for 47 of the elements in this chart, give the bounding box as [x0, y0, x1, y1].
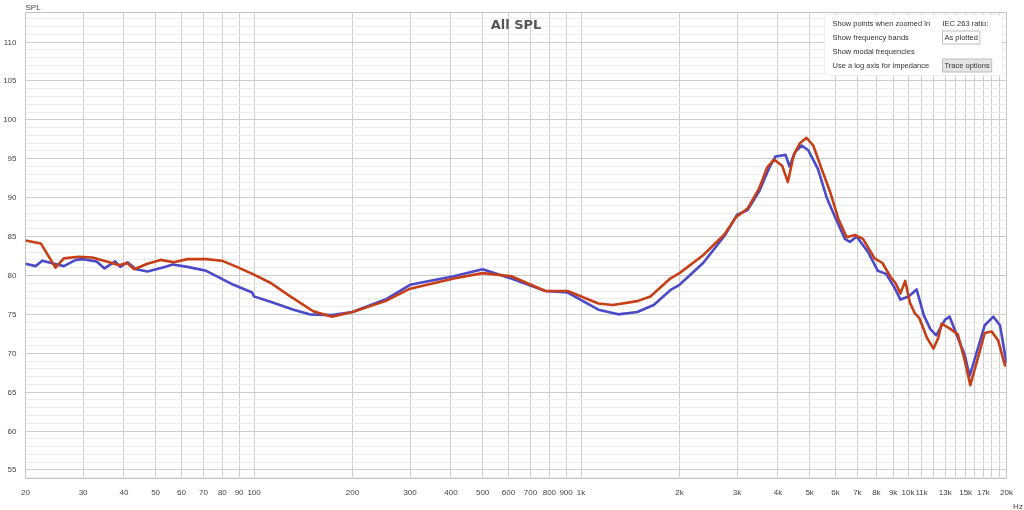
y-tick-label: 60	[7, 426, 18, 436]
x-tick-label: 4k	[773, 487, 784, 497]
y-tick-label: 65	[7, 387, 18, 397]
y-tick-label: 95	[7, 154, 18, 164]
x-tick-label: 200	[345, 487, 360, 497]
y-tick-label: 110	[3, 37, 18, 47]
x-tick-label: 70	[198, 487, 209, 497]
x-tick-label: 20k	[1000, 487, 1014, 497]
x-tick-label: 800	[542, 487, 557, 497]
y-tick-label: 55	[7, 465, 18, 475]
x-tick-label: 10k	[901, 487, 916, 497]
x-tick-label: 7k	[853, 487, 863, 497]
x-tick-label: 13k	[938, 487, 953, 497]
x-tick-label: 80	[217, 487, 228, 497]
y-tick-label: 80	[7, 270, 18, 280]
x-tick-label: 900	[559, 487, 574, 497]
x-tick-label: 400	[444, 487, 459, 497]
x-tick-label: 9k	[888, 487, 899, 497]
x-tick-label: 1k	[576, 487, 587, 497]
x-tick-label: 60	[177, 487, 187, 497]
x-tick-label: 30	[78, 487, 89, 497]
x-tick-label: 17k	[976, 487, 991, 497]
x-tick-label: 2k	[675, 487, 685, 497]
x-axis-title: Hz	[1013, 501, 1023, 510]
x-tick-label: 3k	[732, 487, 743, 497]
x-tick-label: 40	[119, 487, 129, 497]
x-tick-label: 11k	[915, 487, 929, 497]
chart-title: All SPL	[490, 16, 542, 32]
y-tick-label: 90	[7, 193, 18, 203]
x-tick-label: 5k	[805, 487, 815, 497]
x-tick-label: 700	[523, 487, 538, 497]
y-tick-label: 100	[3, 115, 18, 125]
x-tick-label: 600	[501, 487, 516, 497]
y-axis-title: SPL	[25, 3, 42, 12]
x-tick-label: 300	[403, 487, 418, 497]
y-tick-label: 70	[7, 348, 18, 358]
x-tick-label: 20	[21, 487, 31, 497]
x-tick-label: 500	[475, 487, 490, 497]
x-tick-label: 100	[247, 487, 262, 497]
y-tick-label: 85	[7, 232, 18, 242]
x-tick-label: 8k	[872, 487, 882, 497]
x-tick-label: 50	[151, 487, 161, 497]
y-tick-label: 105	[3, 76, 18, 86]
y-tick-label: 75	[7, 309, 18, 319]
x-tick-label: 15k	[959, 487, 974, 497]
x-tick-label: 6k	[831, 487, 841, 497]
x-tick-label: 90	[234, 487, 245, 497]
